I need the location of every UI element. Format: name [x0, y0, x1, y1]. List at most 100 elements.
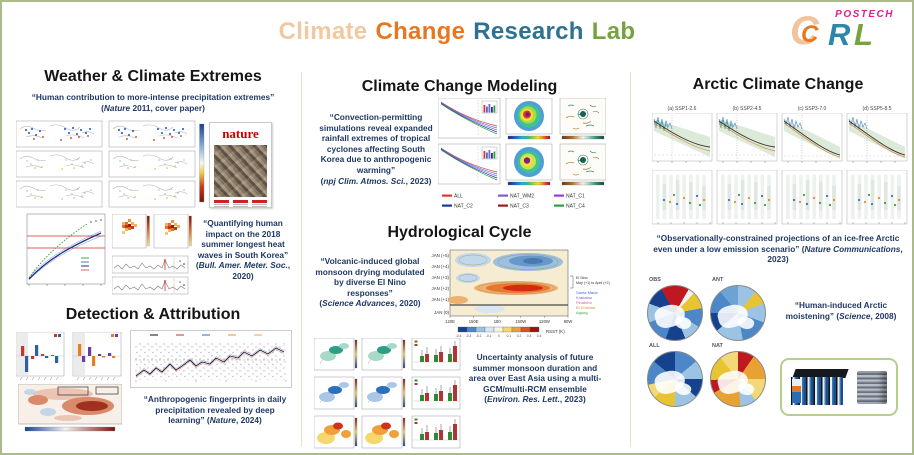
- title-word-research: Research: [473, 18, 584, 45]
- elnino-note: El Nino: [576, 276, 588, 280]
- figure-arctic-icefree-scatter: [652, 170, 908, 225]
- section-title-arctic: Arctic Climate Change: [692, 76, 864, 93]
- polar-map-label-obs: OBS: [649, 277, 661, 283]
- arctic-panel-title-ssp370: (c) SSP3-7.0: [797, 106, 827, 112]
- nature-masthead: nature: [222, 126, 259, 141]
- figure-tc-simulations: ALL NAT_WM2 NAT_C1 NAT_C2 NAT_C3 NAT_C4: [438, 98, 606, 209]
- colorbar-tick: 0.3: [527, 334, 532, 338]
- caption-quote: “Quantifying human impact on the 2018 su…: [197, 218, 289, 260]
- legend-nat-c1: NAT_C1: [566, 193, 585, 199]
- figure-attribution-bars: [16, 332, 122, 381]
- figure-precip-trend-map: [18, 384, 122, 432]
- logo-letter-c-inner: C: [801, 21, 819, 48]
- figure-hovmoller-rsst: JAN (+5) JAN (+4) JAN (+3) JAN (+2) JAN …: [432, 249, 610, 338]
- crl-logo: POSTECH C C R L: [788, 7, 900, 61]
- caption-heatwave: “Quantifying human impact on the 2018 su…: [195, 218, 291, 282]
- nature-cover: nature: [209, 122, 272, 208]
- figure-precip-extremes-maps: [16, 120, 205, 208]
- caption-quote: “Anthropogenic fingerprints in daily pre…: [143, 394, 287, 426]
- legend-nat-c2: NAT_C2: [454, 203, 473, 209]
- volcano-label-pinatubo: Pinatubo: [576, 300, 593, 305]
- polar-map-ant: [710, 285, 766, 341]
- figure-korea-heatwave-panels: [112, 214, 192, 295]
- volcano-label-krakatau: Krakatau: [576, 295, 592, 300]
- caption-precip-extremes: “Human contribution to more-intense prec…: [13, 92, 293, 113]
- figure-heatwave-return-period: [26, 213, 106, 286]
- hovmoller-xlabel: 90W: [564, 319, 573, 324]
- caption-arctic-moistening: “Human-induced Arctic moistening” (Scien…: [785, 300, 897, 321]
- caption-citation: (npj Clim. Atmos. Sci., 2023): [320, 175, 432, 186]
- colorbar-tick: -0.4: [456, 334, 462, 338]
- title-word-change: Change: [375, 18, 466, 45]
- logo-letter-l: L: [854, 17, 873, 52]
- caption-citation: (Bull. Amer. Meter. Soc., 2020): [195, 260, 291, 282]
- arctic-panel-title-ssp245: (b) SSP2-4.5: [732, 106, 762, 112]
- server-rack-image: [857, 370, 888, 404]
- logo-letter-r: R: [828, 17, 851, 52]
- figure-daily-precip-timeseries: [130, 330, 292, 388]
- section-title-hydrological-cycle: Hydrological Cycle: [387, 224, 532, 241]
- polar-map-all: [647, 351, 703, 407]
- colorbar-tick: -0.2: [476, 334, 482, 338]
- caption-citation: (Nature 2011, cover paper): [101, 102, 205, 113]
- hovmoller-ylabel: JAN (+5): [432, 253, 450, 258]
- caption-quote: “Convection-permitting simulations revea…: [319, 112, 433, 176]
- polar-map-label-nat: NAT: [712, 343, 723, 349]
- supercomputer-logo-panel: [791, 378, 801, 403]
- colorbar-tick: 0.1: [507, 334, 512, 338]
- legend-nat-wm2: NAT_WM2: [510, 193, 534, 199]
- legend-nat-c4: NAT_C4: [566, 203, 585, 209]
- supercomputer-image: [790, 368, 849, 406]
- caption-volcanic-monsoon: “Volcanic-induced global monsoon drying …: [312, 256, 428, 309]
- hovmoller-xlabel: 150E: [469, 319, 479, 324]
- legend-nat-c3: NAT_C3: [510, 203, 529, 209]
- colorbar-tick: -0.3: [466, 334, 472, 338]
- nature-cover-teasers: [214, 200, 267, 208]
- figure-monsoon-maps: [314, 338, 461, 449]
- caption-text: Uncertainty analysis of future summer mo…: [468, 352, 602, 394]
- colorbar-tick: -0.1: [486, 334, 492, 338]
- hovmoller-ylabel: JAN (+1): [432, 297, 450, 302]
- volcano-label-agung: Agung: [576, 310, 588, 315]
- supercomputer-photo-box: [780, 358, 898, 416]
- hovmoller-xlabel: 180: [494, 319, 502, 324]
- legend-all: ALL: [454, 193, 463, 199]
- caption-quote: “Human-induced Arctic moistening”: [785, 300, 888, 321]
- caption-citation: (Science Advances, 2020): [319, 298, 421, 309]
- colorbar-tick: 0.2: [517, 334, 522, 338]
- colorbar-tick: 0.4: [537, 334, 542, 338]
- hovmoller-xlabel: 120W: [539, 319, 550, 324]
- page-title: Climate Change Research Lab: [2, 18, 912, 46]
- section-title-detection-attribution: Detection & Attribution: [65, 306, 241, 323]
- hovmoller-xlabel: 150W: [515, 319, 526, 324]
- caption-quote: “Volcanic-induced global monsoon drying …: [315, 256, 425, 298]
- volcano-label-el-chichon: El Chichon: [576, 305, 595, 310]
- column-divider-left: [301, 72, 302, 447]
- volcano-label-santa-maria: Santa Maria: [576, 290, 598, 295]
- polar-map-nat: [710, 351, 766, 407]
- caption-icefree-arctic: “Observationally-constrained projections…: [653, 233, 903, 265]
- hovmoller-ylabel: JAN (+4): [432, 264, 450, 269]
- section-title-weather-extremes: Weather & Climate Extremes: [44, 68, 262, 85]
- hovmoller-xlabel: 120E: [445, 319, 455, 324]
- polar-map-obs: [647, 285, 703, 341]
- elnino-note: May (+1) to April (+2): [576, 281, 610, 285]
- caption-deep-learning: “Anthropogenic fingerprints in daily pre…: [143, 394, 287, 426]
- caption-monsoon-uncertainty: Uncertainty analysis of future summer mo…: [468, 352, 602, 405]
- polar-map-label-all: ALL: [649, 343, 660, 349]
- arctic-panel-title-ssp585: (d) SSP5-8.5: [862, 106, 892, 112]
- nature-cover-photo: [214, 145, 267, 197]
- title-word-lab: Lab: [591, 18, 636, 45]
- column-divider-right: [630, 72, 631, 447]
- postech-wordmark: POSTECH: [835, 9, 894, 20]
- caption-convection-permitting: “Convection-permitting simulations revea…: [316, 112, 436, 186]
- section-title-climate-modeling: Climate Change Modeling: [361, 78, 558, 95]
- hovmoller-ylabel: JAN (0): [434, 310, 449, 315]
- hovmoller-ylabel: JAN (+3): [432, 275, 450, 280]
- title-word-climate: Climate: [278, 18, 368, 45]
- colorbar-label: RSST (K): [546, 329, 565, 334]
- figure-arctic-sea-ice-projections: [652, 113, 908, 164]
- logo-letter-c-outer: C: [790, 9, 819, 53]
- caption-quote: “Human contribution to more-intense prec…: [31, 92, 275, 102]
